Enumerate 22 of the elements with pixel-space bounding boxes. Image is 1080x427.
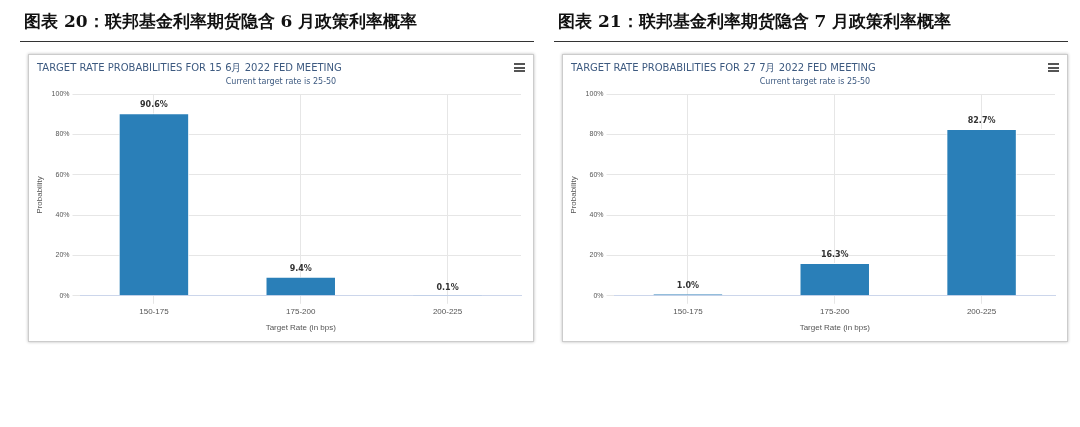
text: Current target rate is 25-50 [224, 77, 338, 86]
data-label: 16.3% [820, 250, 849, 260]
data-label: 82.7% [967, 116, 996, 126]
chart-subtitle: TARGET RATE PROBABILITIES FOR 27 7月 2022 FED MEETING [571, 61, 876, 75]
text: Current target rate is 25-50 [758, 77, 872, 86]
y-axis-title: Probability [35, 176, 44, 214]
data-label: 1.0% [676, 280, 700, 290]
x-tick-label: 175-200 [286, 306, 316, 316]
x-axis-title: Target Rate (in bps) [799, 323, 871, 333]
data-label: 90.6% [140, 100, 168, 110]
data-label: 9.4% [289, 263, 312, 273]
x-tick-label: 200-225 [966, 306, 997, 316]
x-tick-label: 150-175 [673, 306, 704, 316]
x-tick-label: 200-225 [432, 306, 463, 316]
y-axis-title: Probability [569, 176, 578, 214]
x-tick-label: 175-200 [820, 306, 850, 316]
chart-subtitle: TARGET RATE PROBABILITIES FOR 15 6月 2022 FED MEETING [37, 61, 342, 75]
chart-title: 图表 20：联邦基金利率期货隐含 6 月政策利率概率 [20, 6, 534, 42]
x-tick-label: 150-175 [139, 306, 170, 316]
chart-title: 图表 21：联邦基金利率期货隐含 7 月政策利率概率 [554, 6, 1068, 42]
x-axis-title: Target Rate (in bps) [265, 323, 337, 333]
data-label: 0.1% [436, 282, 459, 292]
